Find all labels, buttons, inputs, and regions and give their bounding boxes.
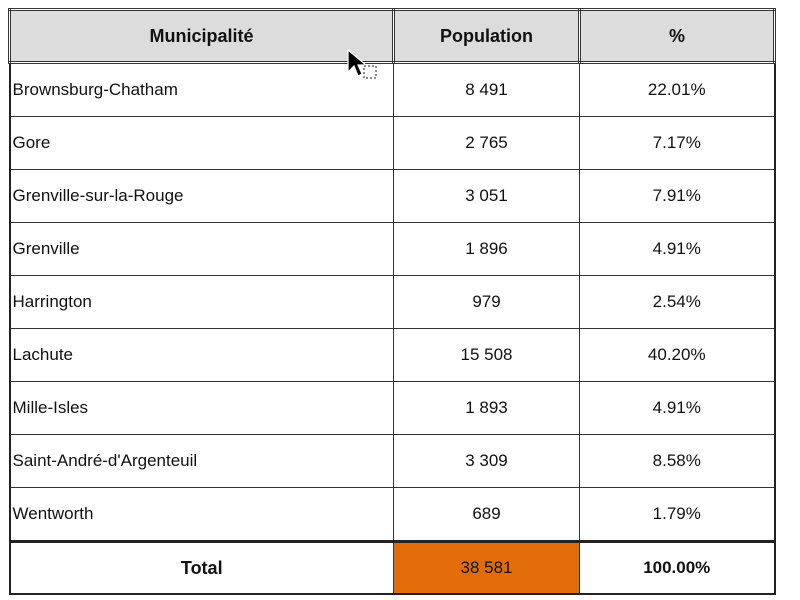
municipality-cell[interactable]: Wentworth: [9, 487, 394, 542]
header-percent[interactable]: %: [578, 8, 776, 64]
municipality-cell[interactable]: Lachute: [9, 328, 394, 382]
percent-cell[interactable]: 2.54%: [579, 275, 775, 329]
table-row: Mille-Isles 1 893 4.91%: [9, 381, 775, 435]
percent-cell[interactable]: 40.20%: [579, 328, 775, 382]
municipality-cell[interactable]: Mille-Isles: [9, 381, 394, 435]
population-cell[interactable]: 3 051: [393, 169, 580, 223]
percent-cell[interactable]: 22.01%: [579, 62, 775, 117]
table-row: Grenville 1 896 4.91%: [9, 222, 775, 276]
percent-cell[interactable]: 8.58%: [579, 434, 775, 488]
municipality-cell[interactable]: Saint-André-d'Argenteuil: [9, 434, 394, 488]
population-table-container: Municipalité Population % Brownsburg-Cha…: [8, 8, 776, 595]
table-row: Saint-André-d'Argenteuil 3 309 8.58%: [9, 434, 775, 488]
table-row: Grenville-sur-la-Rouge 3 051 7.91%: [9, 169, 775, 223]
table-row: Lachute 15 508 40.20%: [9, 328, 775, 382]
municipality-cell[interactable]: Grenville: [9, 222, 394, 276]
population-cell[interactable]: 1 893: [393, 381, 580, 435]
table-row: Brownsburg-Chatham 8 491 22.01%: [9, 62, 775, 117]
population-cell[interactable]: 8 491: [393, 62, 580, 117]
percent-cell[interactable]: 1.79%: [579, 487, 775, 542]
table-row: Wentworth 689 1.79%: [9, 487, 775, 542]
header-municipality[interactable]: Municipalité: [8, 8, 395, 64]
population-cell[interactable]: 1 896: [393, 222, 580, 276]
table-row: Gore 2 765 7.17%: [9, 116, 775, 170]
population-cell[interactable]: 15 508: [393, 328, 580, 382]
population-cell[interactable]: 2 765: [393, 116, 580, 170]
header-row: Municipalité Population %: [8, 8, 776, 64]
population-table: Municipalité Population % Brownsburg-Cha…: [8, 8, 776, 595]
population-cell[interactable]: 689: [393, 487, 580, 542]
table-row: Harrington 979 2.54%: [9, 275, 775, 329]
municipality-cell[interactable]: Grenville-sur-la-Rouge: [9, 169, 394, 223]
municipality-cell[interactable]: Gore: [9, 116, 394, 170]
percent-cell[interactable]: 4.91%: [579, 381, 775, 435]
total-label[interactable]: Total: [9, 540, 394, 595]
percent-cell[interactable]: 7.17%: [579, 116, 775, 170]
percent-cell[interactable]: 4.91%: [579, 222, 775, 276]
header-population[interactable]: Population: [392, 8, 581, 64]
total-row: Total 38 581 100.00%: [9, 540, 775, 595]
municipality-cell[interactable]: Brownsburg-Chatham: [9, 62, 394, 117]
population-cell[interactable]: 3 309: [393, 434, 580, 488]
population-cell[interactable]: 979: [393, 275, 580, 329]
total-population-cell[interactable]: 38 581: [393, 540, 580, 595]
municipality-cell[interactable]: Harrington: [9, 275, 394, 329]
total-percent-cell[interactable]: 100.00%: [579, 540, 775, 595]
mouse-pointer-drag-icon: [347, 48, 377, 79]
percent-cell[interactable]: 7.91%: [579, 169, 775, 223]
